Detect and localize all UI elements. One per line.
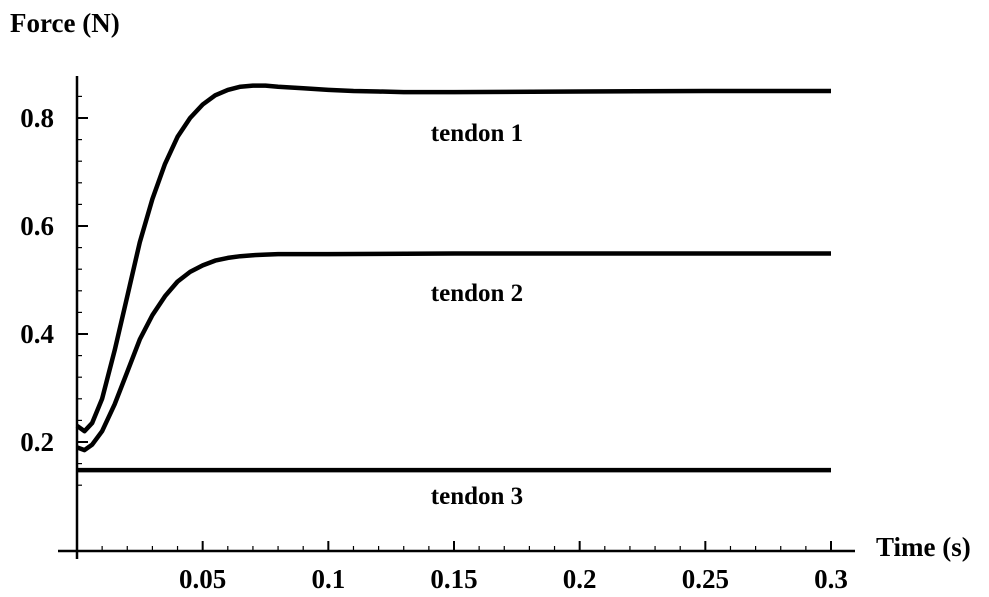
- y-tick-label: 0.8: [20, 103, 54, 133]
- series-label-tendon-3: tendon 3: [431, 483, 523, 510]
- x-tick-label: 0.3: [814, 564, 848, 594]
- series-label-tendon-1: tendon 1: [431, 120, 523, 147]
- x-tick-label: 0.1: [311, 564, 345, 594]
- x-tick-label: 0.05: [179, 564, 226, 594]
- y-tick-label: 0.2: [20, 427, 54, 457]
- axes: 0.05 0.1 0.15 0.2 0.25 0.3 0.2 0.4 0.6 0.8: [20, 76, 855, 594]
- x-tick-label: 0.15: [430, 564, 477, 594]
- x-axis-title: Time (s): [876, 532, 971, 562]
- series-lines: [75, 83, 831, 473]
- series-label-tendon-2: tendon 2: [431, 280, 523, 307]
- series-line-tendon-1: [75, 83, 831, 434]
- y-tick-label: 0.6: [20, 211, 54, 241]
- y-tick-label: 0.4: [20, 319, 54, 349]
- series-labels: tendon 1 tendon 2 tendon 3: [431, 120, 523, 510]
- y-axis-title: Force (N): [10, 8, 120, 38]
- x-tick-label: 0.25: [682, 564, 729, 594]
- x-tick-label: 0.2: [563, 564, 597, 594]
- series-line-tendon-2: [76, 251, 831, 453]
